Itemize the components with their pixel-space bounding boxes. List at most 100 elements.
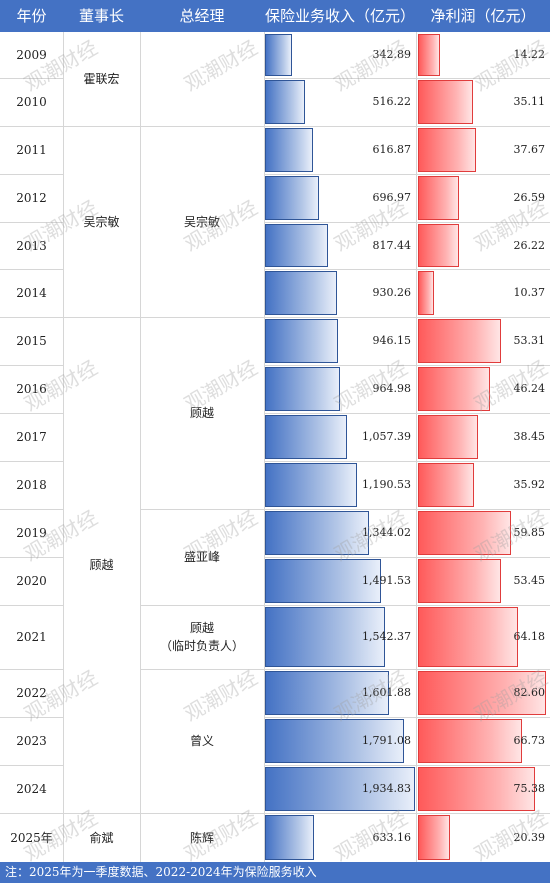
watermark: 观潮财经 [470, 35, 550, 97]
grid-line-h [0, 509, 63, 510]
profit-bar [418, 80, 473, 124]
grid-line-h [63, 126, 140, 127]
revenue-bar [265, 367, 340, 411]
header-revenue: 保险业务收入（亿元） [264, 7, 415, 25]
profit-bar [418, 559, 501, 603]
profit-bar [418, 463, 474, 507]
revenue-value: 930.26 [372, 286, 412, 299]
header-chairman: 董事长 [78, 7, 124, 25]
watermark: 观潮财经 [330, 35, 412, 97]
year-label: 2020 [16, 574, 47, 588]
revenue-bar [265, 511, 369, 555]
profit-bar [418, 34, 440, 76]
year-label: 2015 [16, 334, 47, 348]
revenue-bar [265, 463, 357, 507]
revenue-value: 1,542.37 [362, 630, 411, 643]
watermark: 观潮财经 [180, 665, 262, 727]
grid-line-h [264, 813, 550, 814]
grid-line-h [264, 717, 550, 718]
revenue-value: 342.89 [372, 48, 412, 61]
profit-value: 37.67 [513, 143, 546, 156]
revenue-value: 964.98 [372, 382, 412, 395]
profit-value: 35.92 [513, 478, 546, 491]
gm-name: 曾义 [189, 734, 214, 748]
revenue-bar [265, 128, 313, 172]
grid-line-h [0, 557, 63, 558]
profit-bar [418, 607, 518, 667]
grid-line-h [140, 509, 264, 510]
year-label: 2018 [16, 478, 47, 492]
grid-line-h [264, 557, 550, 558]
profit-value: 64.18 [513, 630, 546, 643]
year-label: 2012 [16, 191, 47, 205]
year-label: 2016 [16, 382, 47, 396]
year-label: 2011 [16, 143, 47, 157]
revenue-value: 516.22 [372, 95, 412, 108]
year-label: 2022 [16, 686, 47, 700]
grid-line-v [63, 32, 64, 862]
profit-bar [418, 719, 522, 763]
grid-line-h [0, 222, 63, 223]
revenue-bar [265, 80, 305, 124]
revenue-bar [265, 767, 415, 811]
grid-line-h [0, 269, 63, 270]
grid-line-h [0, 365, 63, 366]
year-label: 2023 [16, 734, 47, 748]
grid-line-v [140, 32, 141, 862]
year-label: 2009 [16, 48, 47, 62]
header-row: 年份 董事长 总经理 保险业务收入（亿元） 净利润（亿元） [0, 0, 550, 32]
grid-line-h [264, 669, 550, 670]
chairman-name: 霍联宏 [83, 72, 120, 86]
year-label: 2019 [16, 526, 47, 540]
profit-bar [418, 415, 478, 459]
revenue-value: 633.16 [372, 831, 412, 844]
profit-bar [418, 815, 450, 860]
grid-line-h [264, 365, 550, 366]
gm-name: 顾越 （临时负责人） [159, 621, 244, 653]
profit-value: 20.39 [513, 831, 546, 844]
grid-line-h [140, 317, 264, 318]
revenue-bar [265, 319, 338, 363]
grid-line-h [0, 669, 63, 670]
profit-value: 14.22 [513, 48, 546, 61]
header-year: 年份 [16, 7, 47, 25]
revenue-bar [265, 176, 319, 220]
year-label: 2010 [16, 95, 47, 109]
revenue-value: 1,190.53 [362, 478, 411, 491]
revenue-bar [265, 607, 385, 667]
revenue-value: 817.44 [372, 239, 412, 252]
profit-value: 53.45 [513, 574, 546, 587]
grid-line-h [0, 605, 63, 606]
year-label: 2025年 [10, 831, 53, 845]
grid-line-h [0, 717, 63, 718]
footer-note: 注：2025年为一季度数据、2022-2024年为保险服务收入 [0, 862, 550, 883]
year-label: 2017 [16, 430, 47, 444]
header-gm: 总经理 [179, 7, 225, 25]
revenue-value: 1,791.08 [362, 734, 411, 747]
gm-name: 顾越 [189, 406, 214, 420]
profit-bar [418, 671, 546, 715]
profit-value: 75.38 [513, 782, 546, 795]
grid-line-h [264, 78, 550, 79]
year-label: 2024 [16, 782, 47, 796]
profit-value: 53.31 [513, 334, 546, 347]
profit-bar [418, 176, 459, 220]
grid-line-h [63, 813, 140, 814]
grid-line-h [0, 78, 63, 79]
profit-value: 38.45 [513, 430, 546, 443]
chairman-name: 俞斌 [89, 831, 114, 845]
grid-line-h [264, 126, 550, 127]
profit-value: 46.24 [513, 382, 546, 395]
grid-line-h [264, 317, 550, 318]
profit-bar [418, 511, 511, 555]
profit-value: 66.73 [513, 734, 546, 747]
chairman-name: 顾越 [89, 558, 114, 572]
revenue-value: 1,057.39 [362, 430, 411, 443]
revenue-bar [265, 271, 337, 315]
header-net-profit: 净利润（亿元） [430, 7, 536, 25]
grid-line-h [140, 813, 264, 814]
profit-value: 26.59 [513, 191, 546, 204]
profit-bar [418, 224, 459, 267]
revenue-bar [265, 34, 292, 76]
